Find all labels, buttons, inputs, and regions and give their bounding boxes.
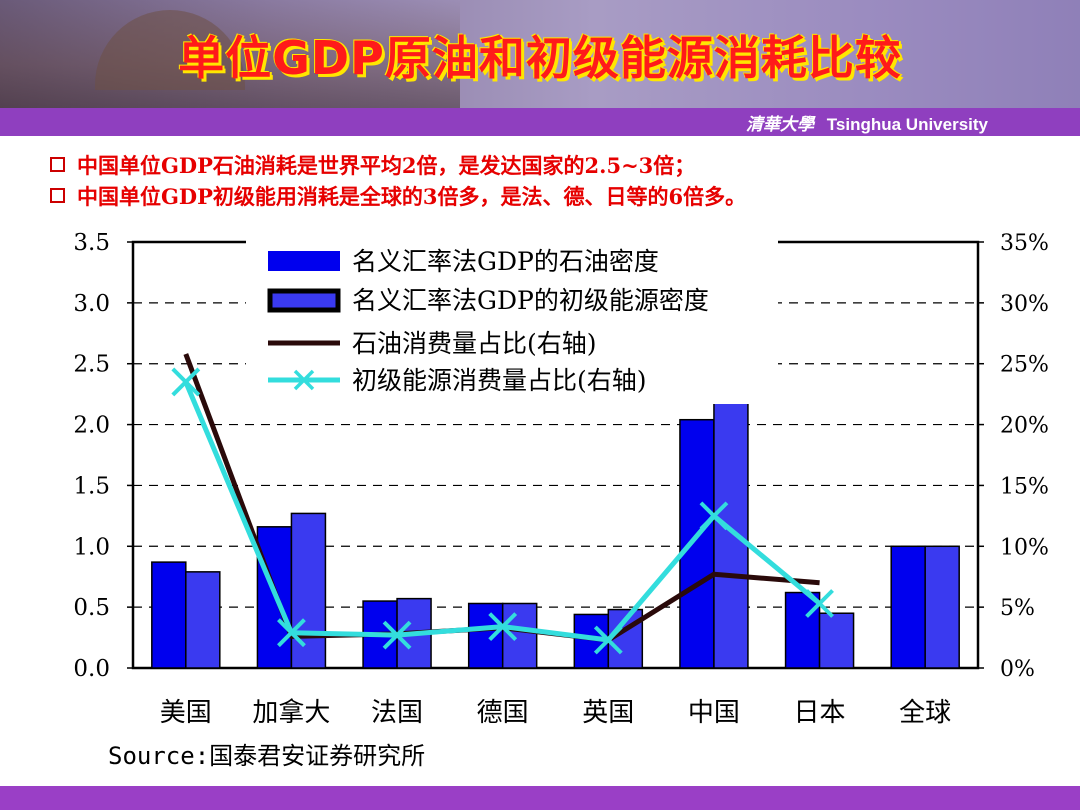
y-left-tick-label: 2.0: [73, 413, 110, 439]
bar-primary-energy-density: [818, 612, 855, 669]
legend-label: 名义汇率法GDP的石油密度: [352, 247, 659, 276]
y-left-tick-label: 0.0: [73, 656, 110, 682]
bullet-item: 中国单位GDP初级能用消耗是全球的3倍多，是法、德、日等的6倍多。: [50, 181, 746, 212]
x-category-label: 中国: [688, 698, 740, 728]
y-right-tick-label: 0%: [1000, 657, 1035, 682]
university-logo: 清華大學 Tsinghua University: [746, 110, 988, 135]
bar-primary-energy-density: [185, 571, 221, 669]
energy-share-marker: [699, 501, 729, 531]
x-category-label: 法国: [371, 698, 423, 728]
legend-label: 石油消费量占比(右轴): [352, 329, 597, 358]
y-left-tick-label: 1.5: [73, 473, 110, 499]
y-left-tick-label: 1.0: [73, 534, 110, 560]
legend-swatch-oil-density: [268, 251, 340, 271]
y-left-tick-label: 2.5: [73, 352, 110, 378]
x-category-label: 美国: [160, 698, 212, 728]
bullet-text: 中国单位GDP石油消耗是世界平均2倍，是发达国家的2.5~3倍；: [77, 153, 696, 178]
bar-oil-density: [679, 418, 715, 669]
y-right-tick-label: 10%: [1000, 535, 1049, 560]
energy-share-marker: [382, 620, 412, 650]
y-right-tick-label: 30%: [1000, 292, 1049, 317]
energy-share-marker: [171, 367, 201, 397]
bar-oil-density: [890, 545, 926, 669]
y-left-tick-label: 3.0: [73, 291, 110, 317]
bar-oil-density: [151, 561, 187, 669]
bar-primary-energy-density: [924, 545, 960, 669]
footer-bar: [0, 786, 1080, 810]
y-right-tick-label: 15%: [1000, 474, 1049, 499]
x-category-label: 英国: [582, 698, 634, 728]
bullet-item: 中国单位GDP石油消耗是世界平均2倍，是发达国家的2.5~3倍；: [50, 150, 746, 181]
y-right-tick-label: 25%: [1000, 353, 1049, 378]
legend-marker-icon: [293, 369, 315, 391]
y-left-tick-label: 3.5: [73, 230, 110, 256]
energy-share-marker: [593, 625, 623, 655]
university-name: Tsinghua University: [826, 115, 988, 134]
bullet-square-icon: [50, 157, 65, 172]
y-right-tick-label: 20%: [1000, 414, 1049, 439]
bar-primary-energy-density: [501, 602, 538, 669]
legend-label: 初级能源消费量占比(右轴): [352, 366, 647, 395]
energy-share-marker: [277, 618, 306, 648]
header-subbar: [0, 108, 1080, 136]
y-left-tick-label: 0.5: [73, 595, 110, 621]
bar-oil-density: [784, 591, 821, 669]
legend-label: 名义汇率法GDP的初级能源密度: [352, 286, 709, 315]
x-category-label: 德国: [477, 698, 529, 728]
y-right-tick-label: 5%: [1000, 596, 1035, 621]
bullet-square-icon: [50, 188, 65, 203]
energy-share-marker: [805, 589, 834, 618]
y-right-tick-label: 35%: [1000, 231, 1049, 256]
bar-oil-density: [467, 602, 504, 669]
chart-source: Source:国泰君安证券研究所: [108, 742, 425, 770]
energy-share-marker: [488, 612, 518, 642]
header-banner: [0, 0, 1080, 108]
bullet-list: 中国单位GDP石油消耗是世界平均2倍，是发达国家的2.5~3倍； 中国单位GDP…: [50, 150, 746, 212]
x-category-label: 全球: [899, 698, 951, 728]
university-logo-cn: 清華大學: [746, 115, 815, 134]
slide-title: 单位GDP原油和初级能源消耗比较: [178, 31, 902, 85]
legend-swatch-energy-density: [267, 288, 341, 313]
x-category-label: 加拿大: [252, 698, 330, 728]
x-category-label: 日本: [794, 698, 846, 728]
bar-primary-energy-density: [290, 512, 327, 669]
bullet-text: 中国单位GDP初级能用消耗是全球的3倍多，是法、德、日等的6倍多。: [77, 184, 747, 209]
